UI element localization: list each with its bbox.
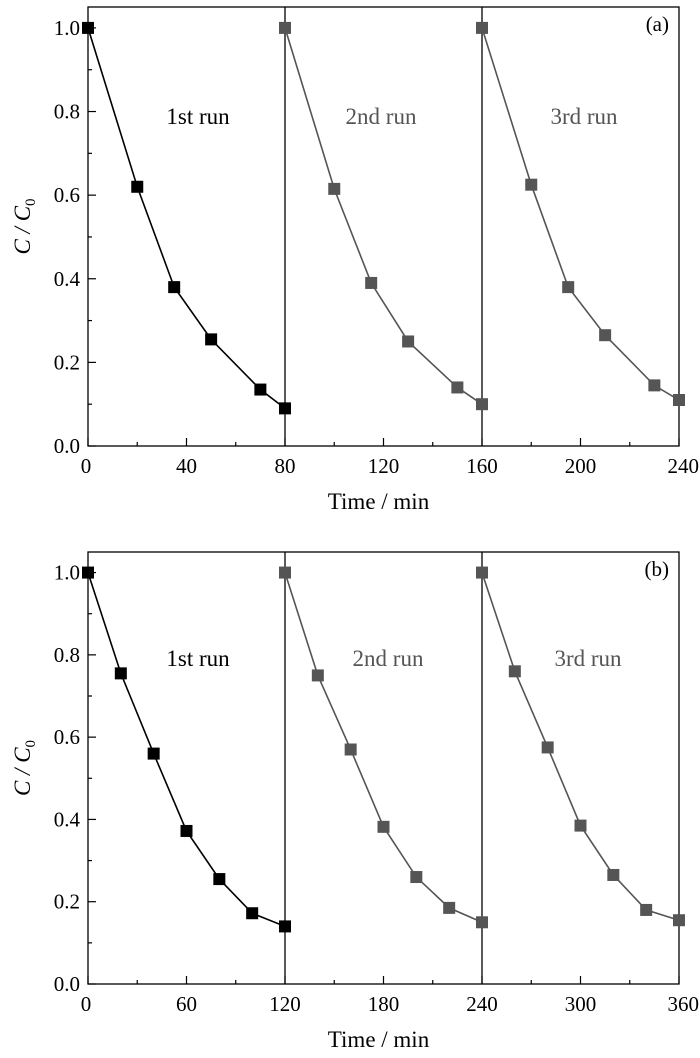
y-tick-label: 0.6 (54, 725, 80, 749)
data-point-series-1 (279, 402, 291, 415)
data-point-series-3 (599, 329, 612, 342)
x-tick-label: 200 (565, 454, 597, 478)
data-point-series-3 (673, 914, 685, 927)
series-line-3 (481, 27, 680, 401)
data-point-series-3 (648, 379, 661, 392)
data-point-series-3 (508, 665, 521, 678)
run-label: 1st run (166, 104, 230, 129)
data-point-series-1 (279, 920, 291, 933)
data-point-series-2 (328, 182, 341, 195)
x-tick-label: 300 (565, 992, 597, 1016)
x-tick-label: 40 (176, 454, 197, 478)
y-axis-label-main: C / C (10, 205, 35, 254)
data-point-series-2 (476, 916, 488, 929)
plot-frame (87, 6, 680, 447)
data-point-series-1 (114, 667, 127, 680)
data-point-series-1 (205, 333, 218, 346)
y-axis-label: C / C0 (10, 198, 39, 254)
data-point-series-3 (476, 566, 488, 579)
data-point-series-2 (410, 871, 423, 884)
data-point-series-1 (131, 180, 144, 193)
data-point-series-2 (443, 901, 456, 914)
x-tick-label: 240 (668, 454, 700, 478)
data-point-series-3 (574, 819, 587, 832)
series-line-3 (481, 572, 680, 921)
chart-panel-a: 0.0 0.2 0.4 0.6 0.8 1.0 0 40 80 120 160 200 240 Time … (10, 6, 700, 514)
data-point-series-2 (402, 335, 415, 348)
data-point-series-2 (279, 21, 291, 34)
data-point-series-2 (476, 398, 488, 411)
data-point-series-3 (476, 21, 488, 34)
data-point-series-3 (607, 868, 620, 881)
x-tick-label: 120 (368, 454, 400, 478)
x-tick-label: 180 (368, 992, 400, 1016)
x-tick-label: 360 (668, 992, 700, 1016)
plot-frame (87, 551, 680, 985)
y-tick-label: 1.0 (54, 16, 80, 40)
y-tick-label: 0.0 (54, 434, 80, 458)
x-tick-label: 120 (269, 992, 301, 1016)
y-axis-label: C / C0 (10, 740, 39, 796)
data-point-series-3 (541, 741, 554, 754)
series-line-1 (87, 572, 286, 928)
run-label: 3rd run (554, 646, 622, 671)
y-tick-label: 0.0 (54, 972, 80, 996)
x-tick-label: 0 (81, 454, 92, 478)
data-point-series-1 (82, 21, 94, 34)
data-point-series-1 (213, 873, 226, 886)
run-label: 3rd run (550, 104, 618, 129)
data-point-series-3 (525, 178, 538, 191)
y-axis-label-subscript: 0 (23, 740, 39, 748)
y-tick-label: 0.8 (54, 643, 80, 667)
data-point-series-1 (180, 824, 193, 837)
x-tick-label: 0 (81, 992, 92, 1016)
data-point-series-1 (82, 566, 94, 579)
y-tick-label: 0.8 (54, 100, 80, 124)
data-point-series-2 (377, 820, 390, 833)
data-point-series-3 (673, 394, 685, 407)
data-point-series-2 (279, 566, 291, 579)
data-point-series-1 (246, 907, 259, 920)
y-axis-label-subscript: 0 (23, 198, 39, 206)
panel-tag: (b) (645, 557, 670, 581)
chart-panel-b: 0.0 0.2 0.4 0.6 0.8 1.0 0 60 120 180 240 300 360 Time… (10, 551, 700, 1052)
series-line-2 (284, 27, 483, 405)
x-tick-label: 240 (466, 992, 498, 1016)
x-tick-label: 160 (466, 454, 498, 478)
y-tick-label: 0.2 (54, 350, 80, 374)
data-point-series-3 (640, 903, 653, 916)
y-tick-label: 0.2 (54, 890, 80, 914)
x-tick-label: 60 (176, 992, 197, 1016)
x-axis-label: Time / min (328, 489, 430, 514)
y-axis-label-main: C / C (10, 747, 35, 796)
data-point-series-2 (311, 669, 324, 682)
data-point-series-1 (147, 747, 160, 760)
y-tick-label: 0.6 (54, 183, 80, 207)
data-point-series-1 (254, 383, 267, 396)
data-point-series-2 (344, 743, 357, 756)
data-point-series-1 (168, 281, 181, 294)
data-point-series-2 (451, 381, 464, 394)
series-line-1 (87, 27, 286, 410)
y-tick-label: 0.4 (54, 267, 81, 291)
run-label: 1st run (166, 646, 230, 671)
series-line-2 (284, 572, 483, 924)
y-tick-label: 1.0 (54, 561, 80, 585)
run-label: 2nd run (346, 104, 417, 129)
x-tick-label: 80 (275, 454, 296, 478)
y-tick-label: 0.4 (54, 807, 81, 831)
data-point-series-3 (562, 281, 575, 294)
panel-tag: (a) (646, 12, 669, 36)
x-axis-label: Time / min (328, 1027, 430, 1052)
data-point-series-2 (365, 276, 378, 289)
run-label: 2nd run (353, 646, 424, 671)
